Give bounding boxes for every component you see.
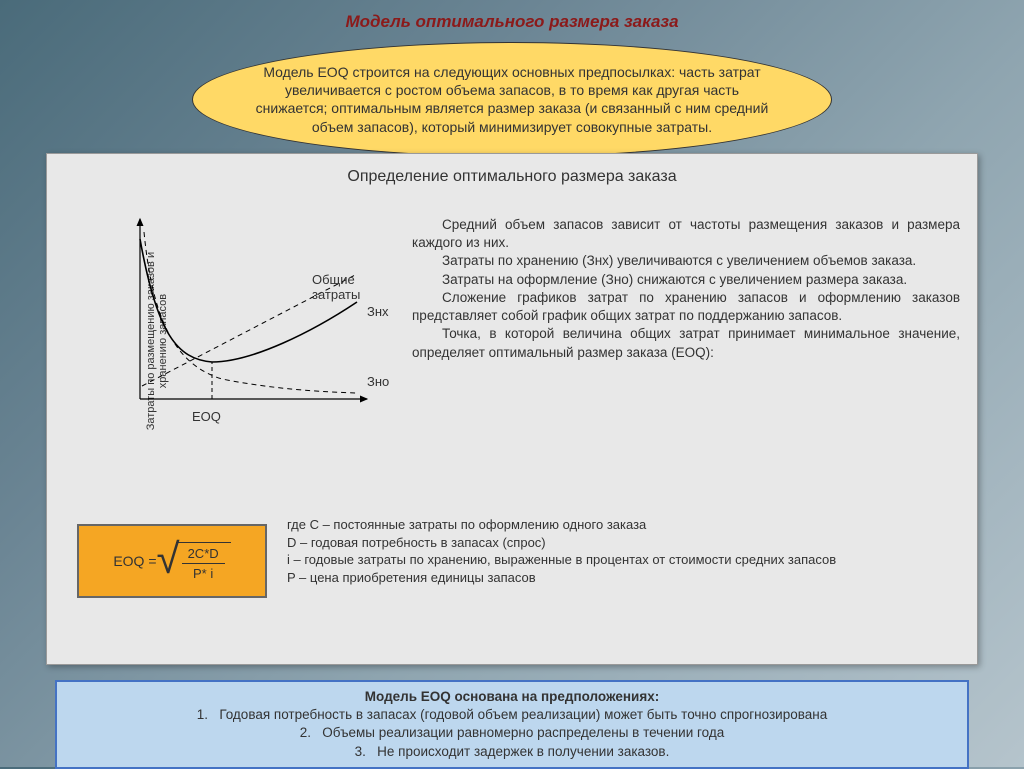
x-axis-label: EOQ — [192, 409, 221, 424]
legend-line-4: P – цена приобретения единицы запасов — [287, 569, 962, 587]
para-1: Средний объем запасов зависит от частоты… — [412, 216, 960, 252]
label-holding: Знх — [367, 304, 389, 319]
label-total: Общие затраты — [312, 272, 392, 302]
assumption-2: 2. Объемы реализации равномерно распреде… — [67, 724, 957, 742]
assumption-1: 1. Годовая потребность в запасах (годово… — [67, 706, 957, 724]
formula-lhs: EOQ = — [113, 553, 156, 569]
assumption-3: 3. Не происходит задержек в получении за… — [67, 743, 957, 761]
formula-denominator: P* i — [182, 564, 225, 581]
formula-legend: где C – постоянные затраты по оформлению… — [287, 516, 962, 586]
content-panel: Определение оптимального размера заказа … — [46, 153, 978, 665]
legend-line-2: D – годовая потребность в запасах (спрос… — [287, 534, 962, 552]
subheading: Определение оптимального размера заказа — [47, 168, 977, 186]
intro-oval: Модель EOQ строится на следующих основны… — [192, 42, 832, 157]
formula-numerator: 2C*D — [182, 546, 225, 564]
assumptions-title: Модель EOQ основана на предположениях: — [67, 688, 957, 706]
chart-svg — [122, 214, 382, 424]
page-title: Модель оптимального размера заказа — [0, 0, 1024, 32]
para-2: Затраты по хранению (Знх) увеличиваются … — [412, 252, 960, 270]
para-4: Сложение графиков затрат по хранению зап… — [412, 289, 960, 325]
para-3: Затраты на оформление (Зно) снижаются с … — [412, 271, 960, 289]
label-ordering: Зно — [367, 374, 389, 389]
legend-line-1: где C – постоянные затраты по оформлению… — [287, 516, 962, 534]
sqrt-icon: √ — [157, 538, 180, 580]
formula-box: EOQ = √ 2C*D P* i — [77, 524, 267, 598]
body-text: Средний объем запасов зависит от частоты… — [412, 216, 960, 362]
assumptions-box: Модель EOQ основана на предположениях: 1… — [55, 680, 969, 769]
legend-line-3: i – годовые затраты по хранению, выражен… — [287, 551, 962, 569]
eoq-chart: Затраты по размещению заказов и хранению… — [72, 214, 392, 444]
para-5: Точка, в которой величина общих затрат п… — [412, 325, 960, 361]
